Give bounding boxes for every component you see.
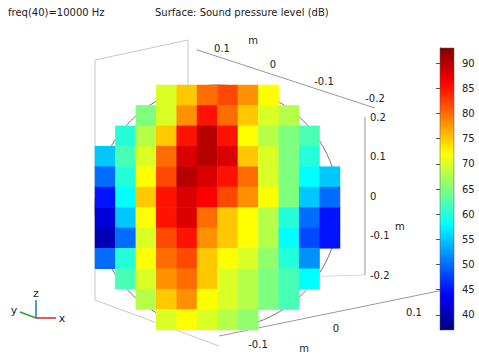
svg-text:40: 40 <box>462 309 475 320</box>
svg-text:90: 90 <box>462 58 475 69</box>
svg-text:85: 85 <box>462 83 475 94</box>
svg-text:y: y <box>11 304 18 317</box>
svg-text:-0.1: -0.1 <box>314 76 334 87</box>
svg-text:0: 0 <box>370 191 376 202</box>
svg-text:m: m <box>395 221 405 232</box>
svg-text:80: 80 <box>462 108 475 119</box>
svg-text:Surface: Sound pressure level: Surface: Sound pressure level (dB) <box>155 7 329 18</box>
svg-text:70: 70 <box>462 158 475 169</box>
svg-text:0.1: 0.1 <box>406 307 422 318</box>
svg-text:60: 60 <box>462 209 475 220</box>
svg-text:65: 65 <box>462 184 475 195</box>
svg-text:m: m <box>248 35 258 46</box>
svg-text:m: m <box>299 343 309 354</box>
svg-text:-0.2: -0.2 <box>370 270 390 281</box>
svg-text:0: 0 <box>270 59 276 70</box>
svg-text:0.1: 0.1 <box>214 43 230 54</box>
svg-text:0.1: 0.1 <box>370 151 386 162</box>
svg-text:0: 0 <box>333 323 339 334</box>
svg-text:45: 45 <box>462 284 475 295</box>
svg-text:50: 50 <box>462 259 475 270</box>
svg-text:75: 75 <box>462 133 475 144</box>
svg-text:-0.2: -0.2 <box>365 93 385 104</box>
svg-text:-0.1: -0.1 <box>370 230 390 241</box>
svg-text:z: z <box>33 287 39 300</box>
svg-text:freq(40)=10000 Hz: freq(40)=10000 Hz <box>8 7 105 18</box>
svg-text:x: x <box>59 312 66 325</box>
svg-text:0.2: 0.2 <box>370 112 386 123</box>
svg-text:-0.1: -0.1 <box>248 339 268 350</box>
svg-text:55: 55 <box>462 234 475 245</box>
